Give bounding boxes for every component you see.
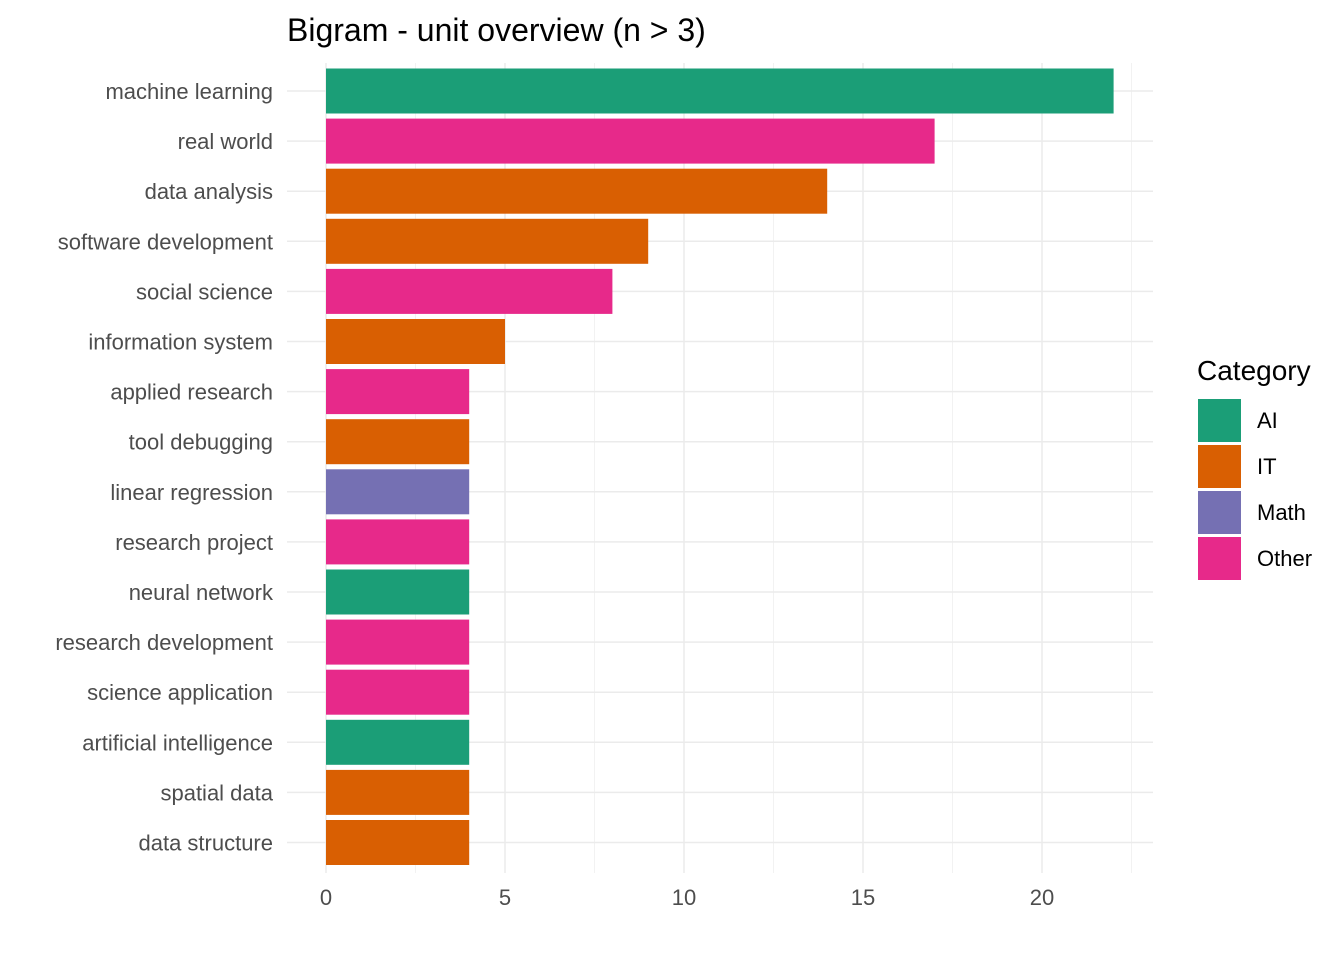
category-label: linear regression [110,480,273,505]
category-label: research development [55,630,273,655]
bar [326,519,470,565]
category-label: real world [178,129,273,154]
category-label: artificial intelligence [82,730,273,755]
legend-label: IT [1257,454,1277,479]
x-tick-label: 5 [499,885,511,910]
category-label: social science [136,279,273,304]
category-labels: machine learning real world data analysis s… [55,79,274,856]
bar [326,820,470,865]
bar [326,369,470,415]
x-tick-label: 10 [672,885,696,910]
category-label: data analysis [145,179,273,204]
bar [326,569,470,615]
category-label: machine learning [105,79,273,104]
category-label: neural network [129,580,274,605]
legend-label: AI [1257,408,1278,433]
bar [326,118,935,164]
x-tick-label: 0 [320,885,332,910]
legend-label: Other [1257,546,1312,571]
legend-label: Math [1257,500,1306,525]
chart-title: Bigram - unit overview (n > 3) [287,12,706,48]
legend-swatch [1198,399,1241,442]
x-tick-label: 15 [851,885,875,910]
legend: Category AI IT Math Other [1197,355,1312,580]
bar [326,769,470,815]
bars [326,68,1114,865]
x-tick-label: 20 [1030,885,1054,910]
bar [326,319,505,364]
legend-title: Category [1197,355,1311,386]
category-label: spatial data [160,780,273,805]
category-label: tool debugging [129,430,273,455]
bar [326,719,470,765]
bar [326,669,470,715]
legend-swatch [1198,491,1241,534]
bar [326,68,1114,114]
bar [326,168,828,214]
legend-swatch [1198,445,1241,488]
x-axis-tick-labels: 0 5 10 15 20 [320,885,1054,910]
category-label: software development [58,229,273,254]
category-label: research project [115,530,273,555]
bar [326,218,649,264]
bar [326,469,470,515]
category-label: applied research [110,380,273,405]
bar [326,619,470,665]
category-label: science application [87,680,273,705]
category-label: data structure [138,831,273,856]
legend-swatch [1198,537,1241,580]
bar [326,268,613,314]
category-label: information system [88,330,273,355]
bar [326,419,470,465]
